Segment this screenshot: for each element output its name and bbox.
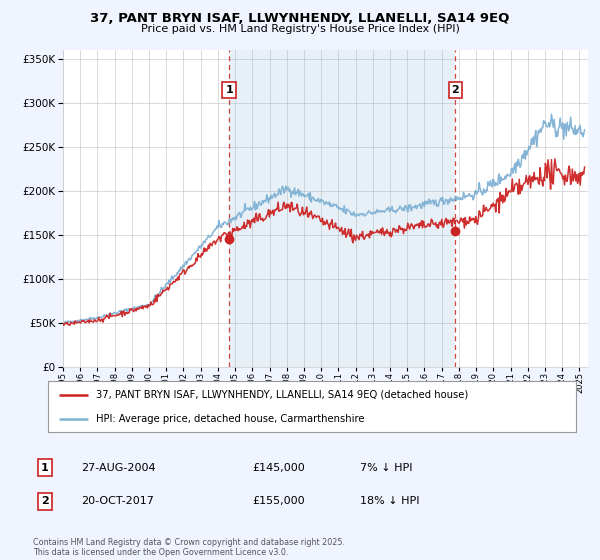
Text: 2: 2: [452, 85, 460, 95]
Text: £155,000: £155,000: [252, 496, 305, 506]
Text: 1: 1: [225, 85, 233, 95]
Text: HPI: Average price, detached house, Carmarthenshire: HPI: Average price, detached house, Carm…: [95, 414, 364, 424]
Text: 18% ↓ HPI: 18% ↓ HPI: [360, 496, 419, 506]
Text: 37, PANT BRYN ISAF, LLWYNHENDY, LLANELLI, SA14 9EQ (detached house): 37, PANT BRYN ISAF, LLWYNHENDY, LLANELLI…: [95, 390, 468, 400]
Text: 27-AUG-2004: 27-AUG-2004: [81, 463, 155, 473]
Text: 2: 2: [41, 496, 49, 506]
Text: 1: 1: [41, 463, 49, 473]
Bar: [229, 50, 455, 367]
Text: 20-OCT-2017: 20-OCT-2017: [81, 496, 154, 506]
Text: Contains HM Land Registry data © Crown copyright and database right 2025.
This d: Contains HM Land Registry data © Crown c…: [33, 538, 345, 557]
Text: 7% ↓ HPI: 7% ↓ HPI: [360, 463, 413, 473]
Text: 37, PANT BRYN ISAF, LLWYNHENDY, LLANELLI, SA14 9EQ: 37, PANT BRYN ISAF, LLWYNHENDY, LLANELLI…: [91, 12, 509, 25]
Text: Price paid vs. HM Land Registry's House Price Index (HPI): Price paid vs. HM Land Registry's House …: [140, 24, 460, 34]
Text: £145,000: £145,000: [252, 463, 305, 473]
